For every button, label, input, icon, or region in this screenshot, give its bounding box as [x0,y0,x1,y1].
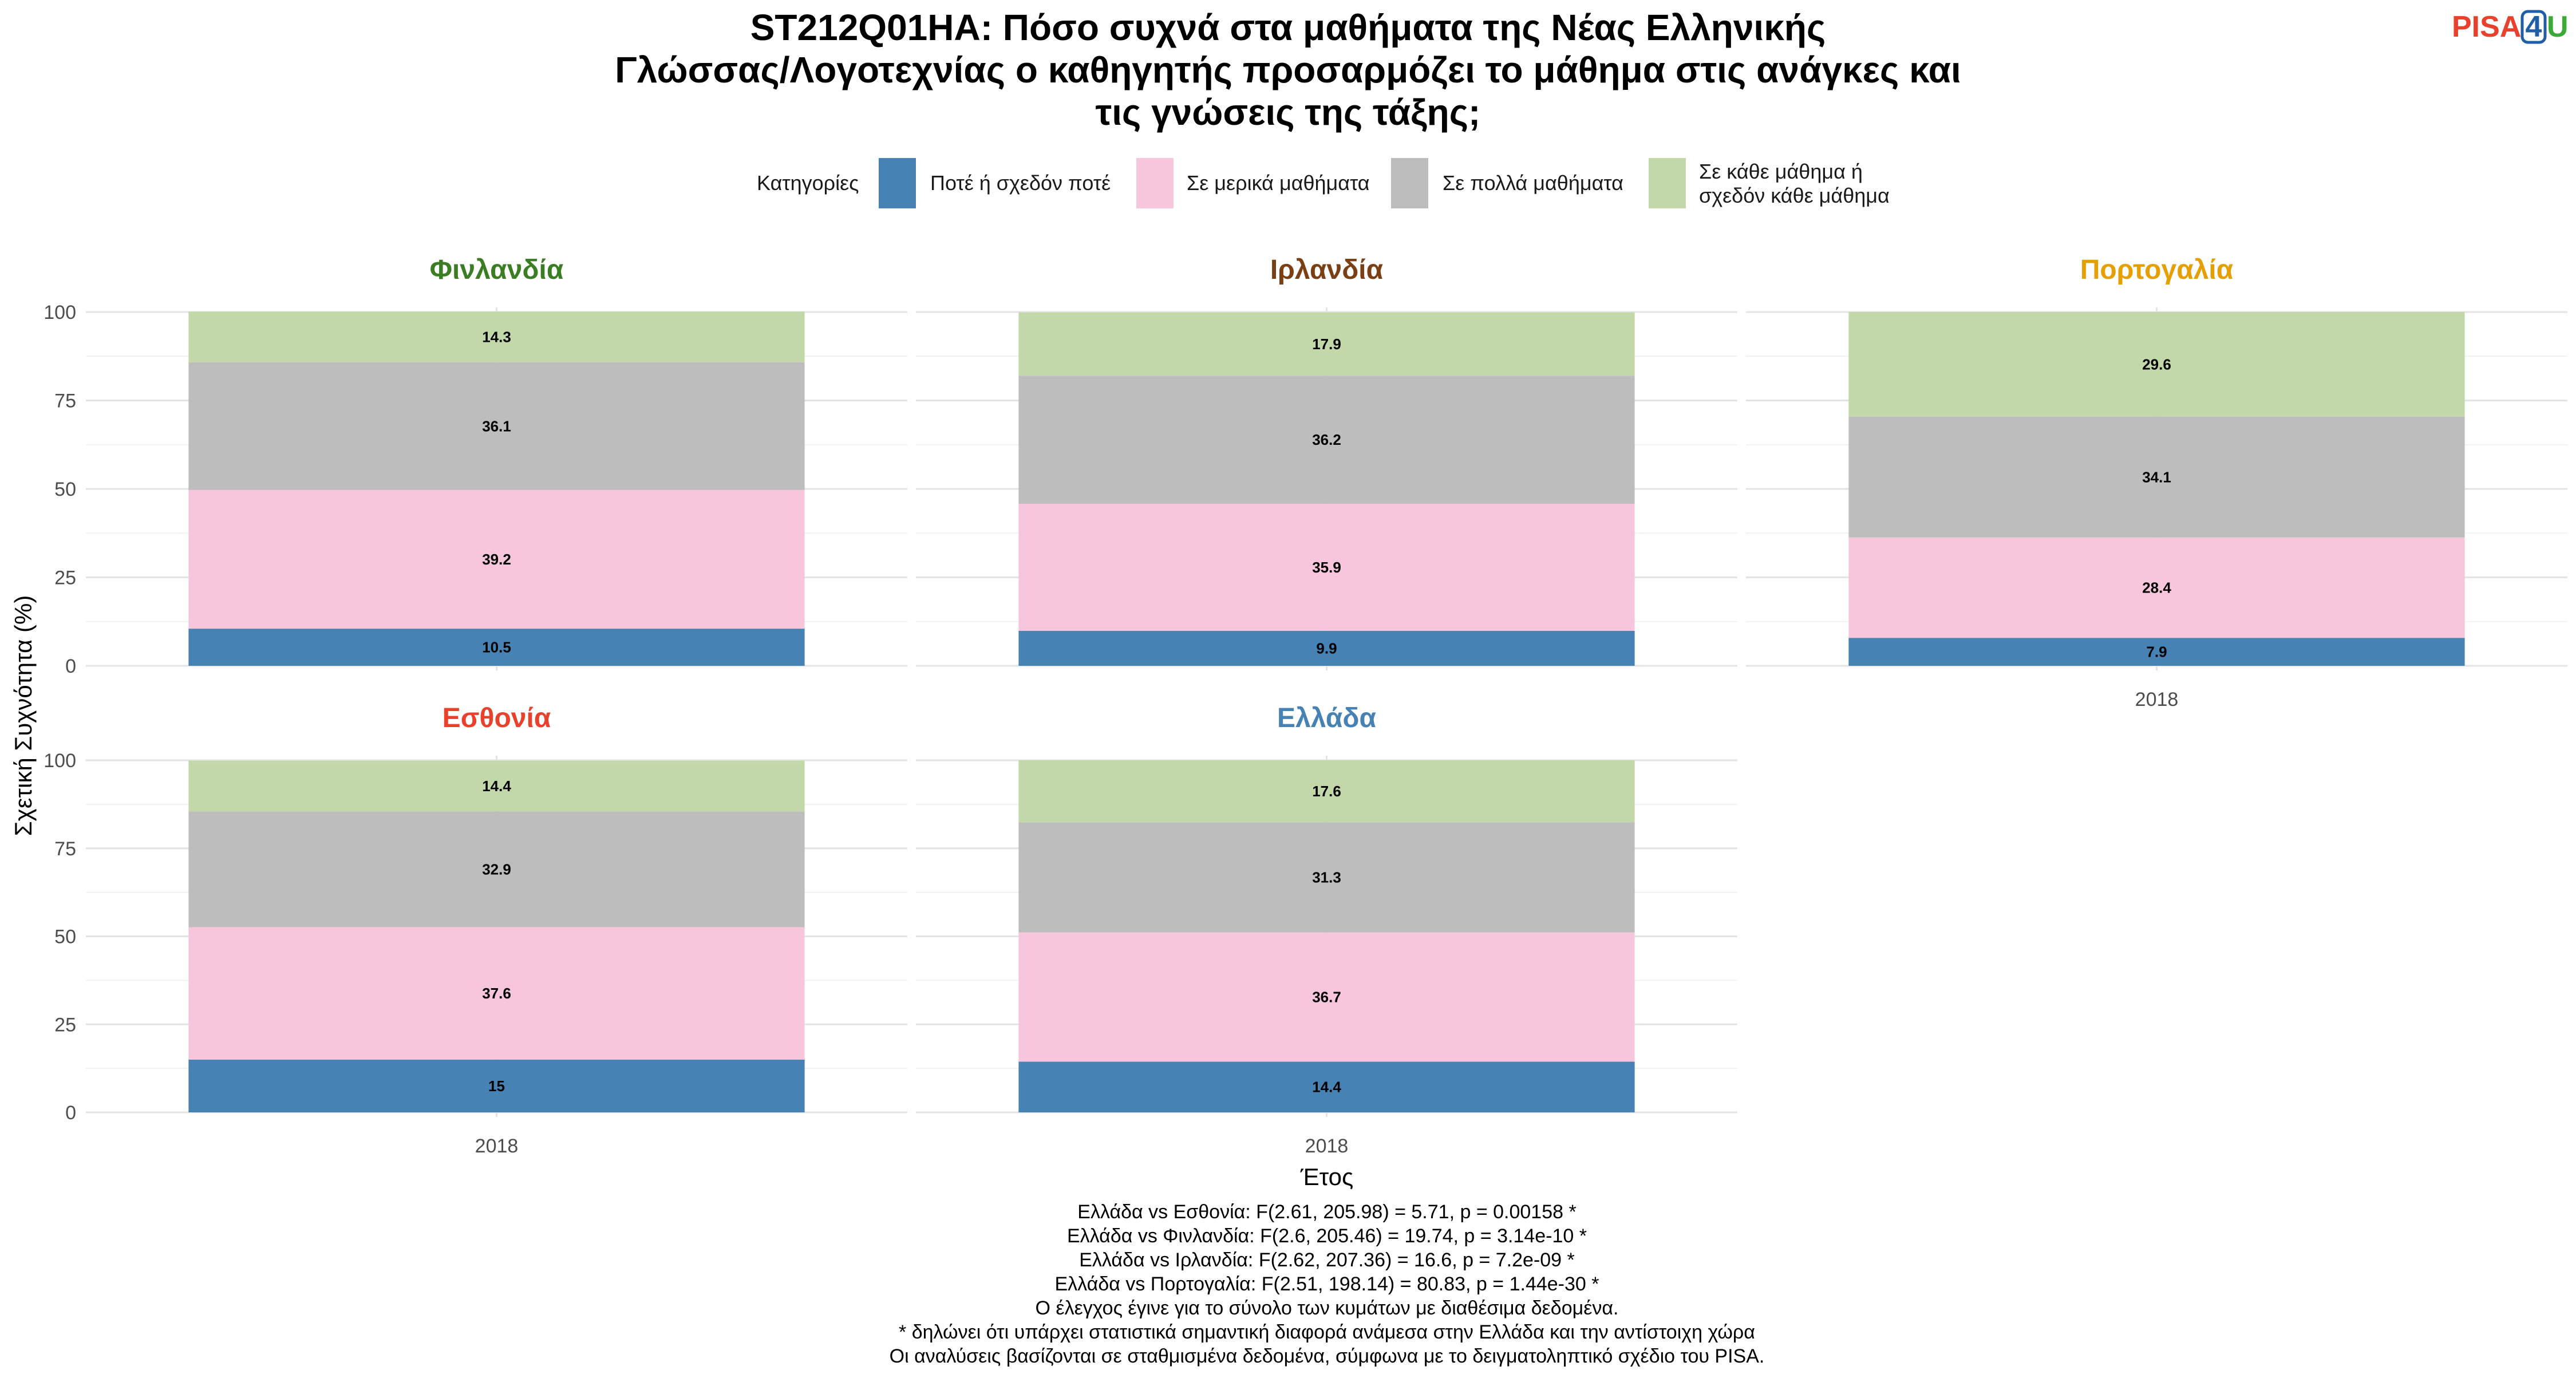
pisa4u-logo: PISA 4 U [2452,10,2569,44]
facet-panel: Εσθονία 0 25 50 75 100 15 37.6 32.9 14.4 2018 [44,703,907,1157]
y-tick-label: 25 [54,1014,76,1036]
bar-segment [1018,503,1635,631]
x-axis-label: Έτος [1300,1163,1354,1190]
facet-title: Ελλάδα [1277,703,1376,733]
chart-title-line: Γλώσσας/Λογοτεχνίας ο καθηγητής προσαρμό… [615,49,1961,90]
y-tick-label: 75 [54,838,76,860]
data-label: 17.9 [1312,335,1341,353]
legend-key [1649,158,1686,208]
bar-segment [188,927,805,1060]
legend-label: Σε κάθε μάθημα ή [1699,160,1863,183]
x-tick-label: 2018 [2135,689,2179,710]
caption-line: * δηλώνει ότι υπάρχει στατιστικά σημαντι… [899,1321,1755,1343]
bar-segment [188,362,805,490]
chart-title-line: τις γνώσεις της τάξης; [1096,92,1481,133]
data-label: 15 [488,1077,505,1095]
legend-key [879,158,916,208]
logo-four-box [2520,10,2547,44]
bar-segment [1018,822,1635,933]
data-label: 14.4 [1312,1079,1341,1096]
legend-key [1136,158,1174,208]
y-tick-label: 25 [54,567,76,589]
logo-pisa-text: PISA [2452,10,2521,44]
data-label: 37.6 [482,985,511,1002]
legend: Κατηγορίες Ποτέ ή σχεδόν ποτέ Σε μερικά μ… [757,158,1890,208]
y-tick-label: 0 [65,656,76,677]
data-label: 34.1 [2142,468,2171,485]
data-label: 31.3 [1312,868,1341,886]
bar-segment [1018,1061,1635,1112]
caption-line: Ο έλεγχος έγινε για το σύνολο των κυμάτω… [1036,1297,1619,1319]
data-label: 9.9 [1316,639,1337,657]
bar-segment [1848,537,2465,638]
bar-segment [188,311,805,362]
bar-segment [1018,760,1635,823]
caption-line: Οι αναλύσεις βασίζονται σε σταθμισμένα δ… [890,1345,1765,1367]
data-label: 14.4 [482,777,511,795]
bar-segment [188,1059,805,1112]
data-label: 28.4 [2142,579,2171,596]
facet-panel: Ιρλανδία 9.9 35.9 36.2 17.9 [916,255,1737,670]
y-tick-label: 100 [44,302,76,323]
chart-title: ST212Q01HA: Πόσο συχνά στα μαθήματα της … [615,7,1961,133]
bar-segment [188,629,805,666]
bar-segment [1018,932,1635,1062]
bar-segment [1018,630,1635,666]
caption-line: Ελλάδα vs Φινλανδία: F(2.6, 205.46) = 19… [1067,1225,1587,1247]
y-tick-label: 50 [54,926,76,948]
data-label: 36.7 [1312,989,1341,1006]
y-tick-label: 50 [54,479,76,500]
bar-segment [1848,312,2465,417]
facet-title: Ιρλανδία [1270,255,1384,285]
legend-title: Κατηγορίες [757,171,859,195]
logo-u-text: U [2547,10,2569,44]
bar-segment [1018,312,1635,376]
data-label: 39.2 [482,551,511,568]
facet-panel: Πορτογαλία 7.9 28.4 34.1 29.6 2018 [1746,255,2567,710]
chart-title-line: ST212Q01HA: Πόσο συχνά στα μαθήματα της … [750,7,1826,48]
data-label: 35.9 [1312,559,1341,576]
data-label: 36.1 [482,417,511,435]
legend-key [1391,158,1428,208]
bar-segment [1018,376,1635,504]
caption-line: Ελλάδα vs Εσθονία: F(2.61, 205.98) = 5.7… [1077,1201,1576,1223]
data-label: 17.6 [1312,783,1341,800]
bar-segment [1848,416,2465,538]
facet-title: Φινλανδία [430,255,564,285]
y-axis-label: Σχετική Συχνότητα (%) [10,595,37,836]
facet-panel: Ελλάδα 14.4 36.7 31.3 17.6 2018 [916,703,1737,1157]
data-label: 29.6 [2142,356,2171,373]
x-tick-label: 2018 [475,1135,519,1157]
facets: Φινλανδία 0 25 50 75 100 10.5 39.2 36.1 14.3 Ιρλαν… [44,255,2567,1157]
bar-segment [188,489,805,629]
x-tick-label: 2018 [1305,1135,1349,1157]
data-label: 7.9 [2146,643,2167,661]
legend-label: Σε πολλά μαθήματα [1443,171,1623,195]
y-tick-label: 0 [65,1102,76,1124]
legend-label: Ποτέ ή σχεδόν ποτέ [930,171,1111,195]
caption-line: Ελλάδα vs Πορτογαλία: F(2.51, 198.14) = … [1055,1273,1599,1295]
data-label: 32.9 [482,860,511,878]
bar-segment [188,760,805,812]
logo-four-text: 4 [2526,10,2542,44]
caption: Ελλάδα vs Εσθονία: F(2.61, 205.98) = 5.7… [890,1201,1765,1367]
bar-segment [1848,638,2465,666]
legend-label: Σε μερικά μαθήματα [1187,171,1370,195]
bar-segment [188,811,805,927]
caption-line: Ελλάδα vs Ιρλανδία: F(2.62, 207.36) = 16… [1079,1249,1575,1271]
data-label: 14.3 [482,329,511,346]
legend-label: σχεδόν κάθε μάθημα [1699,184,1890,207]
data-label: 10.5 [482,639,511,656]
data-label: 36.2 [1312,431,1341,448]
y-tick-label: 75 [54,390,76,412]
facet-panel: Φινλανδία 0 25 50 75 100 10.5 39.2 36.1 14.3 [44,255,907,677]
facet-title: Εσθονία [442,703,551,733]
facet-title: Πορτογαλία [2080,255,2234,285]
y-tick-label: 100 [44,750,76,772]
